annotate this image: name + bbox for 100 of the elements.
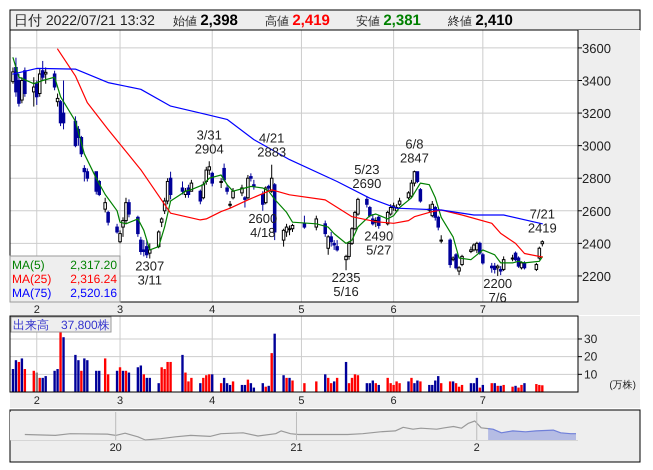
bar bbox=[104, 358, 106, 392]
y-axis-title: (万株) bbox=[609, 379, 636, 391]
bar bbox=[315, 381, 318, 392]
text: MA(25) bbox=[12, 272, 52, 286]
bar bbox=[98, 370, 100, 392]
y-tick-label: 30 bbox=[584, 332, 598, 346]
x-tick-label: 21 bbox=[290, 442, 303, 454]
annotation: 2200 7/6 bbox=[483, 276, 512, 305]
bar bbox=[169, 362, 172, 392]
bar bbox=[273, 334, 276, 392]
bar bbox=[502, 384, 505, 392]
y-tick-label: 2800 bbox=[582, 171, 611, 186]
bar bbox=[478, 388, 482, 392]
bar bbox=[496, 386, 499, 392]
x-tick-label: 7 bbox=[480, 304, 486, 316]
bar bbox=[366, 383, 368, 392]
bar bbox=[499, 386, 502, 392]
bar bbox=[166, 362, 169, 392]
bar bbox=[38, 378, 41, 392]
bar bbox=[24, 369, 26, 392]
bar bbox=[95, 370, 98, 392]
y-tick-label: 20 bbox=[584, 350, 598, 364]
x-tick-label: 3 bbox=[116, 304, 124, 316]
x-tick-label: 4 bbox=[209, 304, 216, 316]
bar bbox=[228, 384, 232, 392]
bar bbox=[205, 375, 208, 392]
bar bbox=[494, 383, 496, 392]
bar bbox=[80, 370, 83, 392]
bar bbox=[44, 376, 47, 392]
x-tick-label: 4 bbox=[209, 395, 216, 407]
annotation: 2,316.24 bbox=[70, 272, 118, 286]
bar bbox=[250, 383, 252, 392]
x-tick-label: 3 bbox=[116, 395, 124, 407]
bar bbox=[211, 374, 214, 392]
chart-title: 出来高 37,800株 bbox=[13, 318, 110, 332]
annotation: 2,317.20 bbox=[70, 258, 118, 272]
bar bbox=[220, 383, 222, 392]
annotation: 2490 5/27 bbox=[364, 228, 394, 258]
bar bbox=[246, 380, 250, 392]
bar bbox=[160, 367, 163, 392]
x-tick-label: 7 bbox=[480, 395, 486, 407]
bar bbox=[282, 375, 285, 392]
bar bbox=[332, 381, 336, 392]
y-tick-label: 2600 bbox=[582, 204, 611, 219]
bar bbox=[244, 384, 246, 392]
y-tick-label: 10 bbox=[584, 367, 598, 382]
y-tick-label: 3200 bbox=[582, 106, 611, 122]
bar bbox=[148, 378, 151, 392]
bar bbox=[208, 374, 210, 392]
bar bbox=[264, 386, 267, 392]
bar bbox=[270, 353, 273, 392]
annotation: 2307 3/11 bbox=[135, 258, 164, 288]
annotation: 5/23 2690 bbox=[352, 162, 382, 192]
bar bbox=[454, 383, 458, 392]
y-tick-label: 3000 bbox=[582, 138, 611, 154]
bar bbox=[395, 381, 398, 392]
bar bbox=[541, 385, 544, 392]
y-tick-label: 2200 bbox=[582, 268, 611, 284]
x-tick-label: 2 bbox=[474, 442, 480, 454]
text: 終値 2,410 bbox=[447, 12, 513, 29]
bar bbox=[482, 384, 484, 392]
bar bbox=[440, 383, 442, 392]
x-tick-label: 2 bbox=[34, 395, 40, 407]
x-tick-label: 5 bbox=[298, 304, 304, 316]
bar bbox=[262, 383, 264, 392]
y-tick-label: 3600 bbox=[582, 40, 611, 56]
x-tick-label: 6 bbox=[390, 395, 397, 407]
bar bbox=[36, 372, 38, 392]
chart-title: 日付 2022/07/21 13:32 bbox=[14, 12, 156, 28]
annotation: 2235 5/16 bbox=[332, 270, 361, 300]
bar bbox=[285, 378, 288, 392]
annotation: 3/31 2904 bbox=[194, 127, 224, 156]
bar bbox=[327, 378, 330, 392]
annotation: 7/21 2419 bbox=[528, 206, 557, 236]
bar bbox=[324, 374, 326, 392]
bar bbox=[437, 376, 440, 392]
bar bbox=[452, 381, 454, 392]
bar bbox=[56, 369, 59, 392]
annotation: 2,520.16 bbox=[70, 286, 118, 300]
text: 高値 2,419 bbox=[265, 12, 330, 29]
bar bbox=[490, 383, 493, 392]
bar bbox=[374, 383, 377, 392]
bar bbox=[158, 383, 160, 392]
bar bbox=[222, 378, 226, 392]
bar bbox=[18, 362, 20, 392]
bar bbox=[142, 374, 146, 392]
bar bbox=[268, 386, 270, 392]
bar bbox=[378, 384, 380, 392]
bar bbox=[86, 360, 89, 392]
bar bbox=[42, 378, 44, 392]
y-tick-label: 3400 bbox=[582, 73, 611, 88]
bar bbox=[428, 384, 430, 392]
bar bbox=[476, 378, 478, 392]
bar bbox=[538, 384, 541, 392]
x-tick-label: 2 bbox=[34, 304, 40, 316]
text: 始値 2,398 bbox=[173, 12, 238, 29]
bar bbox=[116, 370, 118, 392]
bar bbox=[303, 383, 306, 392]
annotation: 6/8 2847 bbox=[400, 136, 429, 166]
bar bbox=[140, 365, 142, 392]
